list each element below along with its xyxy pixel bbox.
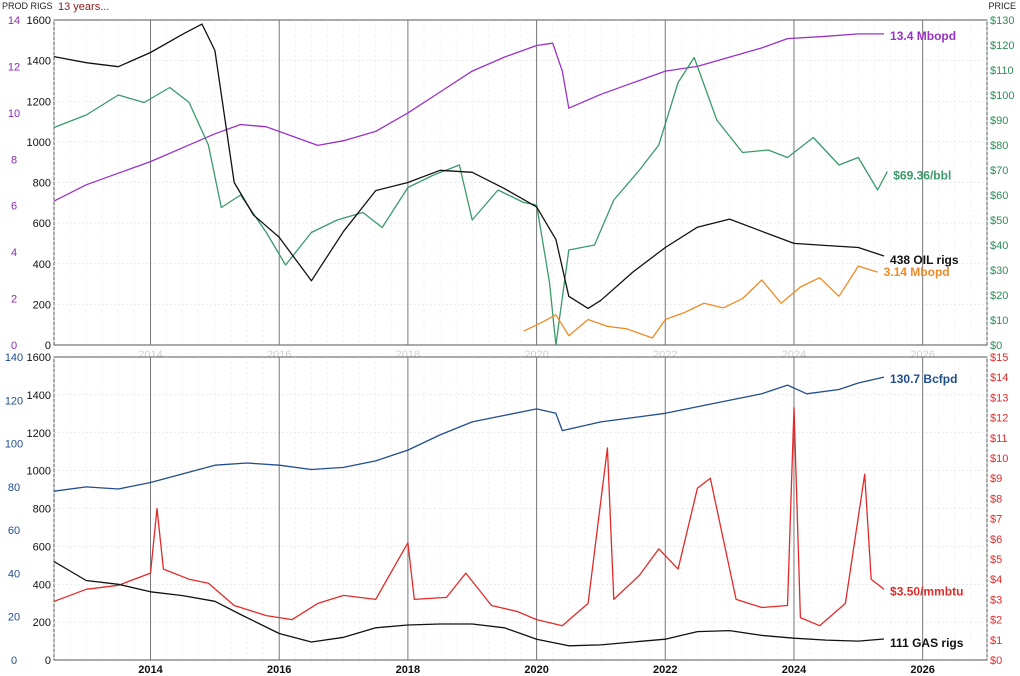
oil-price-tick: $130 <box>990 15 1014 27</box>
oil-price-tick: $20 <box>990 290 1008 302</box>
gas-price-tick: $13 <box>990 392 1008 404</box>
gas-year-tick: 2014 <box>138 664 163 676</box>
header-note: 13 years... <box>58 1 109 13</box>
gas-rig-tick: 0 <box>45 655 51 667</box>
gas-rig-tick: 600 <box>33 541 51 553</box>
oil-rig-tick: 1000 <box>27 137 51 149</box>
oil-price-tick: $40 <box>990 240 1008 252</box>
oil-price-tick: $70 <box>990 165 1008 177</box>
gas-year-tick: 2024 <box>782 664 807 676</box>
gas-price-tick: $10 <box>990 453 1008 465</box>
gas-price-tick: $11 <box>990 433 1008 445</box>
ngl-line <box>523 265 878 339</box>
oil-rig-tick: 800 <box>33 178 51 190</box>
gas-rig-tick: 1200 <box>27 428 51 440</box>
oil-price-tick: $60 <box>990 190 1008 202</box>
gas-price-tick: $7 <box>990 514 1002 526</box>
oil-price-tick: $120 <box>990 40 1014 52</box>
oil-rig-tick: 600 <box>33 218 51 230</box>
gas-price-tick: $8 <box>990 493 1002 505</box>
gas-prod-tick: 20 <box>8 612 20 624</box>
gas-rig-tick: 800 <box>33 504 51 516</box>
gas-price-tick: $15 <box>990 352 1008 364</box>
oil-price-tick: $90 <box>990 115 1008 127</box>
oil-price-label: $69.36/bbl <box>893 169 951 183</box>
gas-prod-line <box>54 376 885 492</box>
gas-price-tick: $9 <box>990 473 1002 485</box>
oil-price-tick: $0 <box>990 340 1002 352</box>
gas-prod-tick: 60 <box>8 525 20 537</box>
gas-price-tick: $12 <box>990 413 1008 425</box>
oil-prod-tick: 12 <box>8 61 20 73</box>
gas-rigs-line <box>54 560 885 647</box>
gas-year-tick: 2026 <box>910 664 934 676</box>
gas-price-tick: $2 <box>990 615 1002 627</box>
gas-prod-tick: 0 <box>11 655 17 667</box>
ngl-label: 3.14 Mbopd <box>884 265 950 279</box>
oil-price-tick: $10 <box>990 315 1008 327</box>
gas-price-line <box>54 406 885 627</box>
oil-prod-tick: 6 <box>11 201 17 213</box>
oil-prod-tick: 2 <box>11 294 17 306</box>
oil-price-tick: $100 <box>990 90 1014 102</box>
gas-price-tick: $5 <box>990 554 1002 566</box>
gas-rig-tick: 1600 <box>27 352 51 364</box>
gas-rig-tick: 200 <box>33 617 51 629</box>
oil-prod-line <box>54 33 884 202</box>
gas-price-tick: $14 <box>990 372 1008 384</box>
oil-rig-tick: 1200 <box>27 96 51 108</box>
oil-rig-tick: 0 <box>45 340 51 352</box>
oil-prod-tick: 8 <box>11 154 17 166</box>
oil-rig-tick: 1400 <box>27 56 51 68</box>
oil-rig-tick: 400 <box>33 259 51 271</box>
gas-prod-label: 130.7 Bcfpd <box>890 372 957 386</box>
gas-price-tick: $4 <box>990 574 1002 586</box>
gas-price-tick: $6 <box>990 534 1002 546</box>
gas-year-tick: 2022 <box>653 664 677 676</box>
oil-prod-label: 13.4 Mbopd <box>890 29 956 43</box>
oil-price-line <box>54 56 888 345</box>
gas-price-tick: $0 <box>990 655 1002 667</box>
oil-prod-tick: 14 <box>8 15 20 27</box>
oil-price-tick: $30 <box>990 265 1008 277</box>
gas-rig-tick: 400 <box>33 579 51 591</box>
oil-prod-tick: 4 <box>11 247 17 259</box>
gas-prod-tick: 100 <box>5 439 23 451</box>
oil-rig-tick: 1600 <box>27 15 51 27</box>
gas-rigs-label: 111 GAS rigs <box>890 636 964 650</box>
gas-rig-tick: 1000 <box>27 466 51 478</box>
oil-rigs-label: 438 OIL rigs <box>890 253 959 267</box>
oil-prod-tick: 10 <box>8 108 20 120</box>
oil-price-tick: $80 <box>990 140 1008 152</box>
left-axis-title: PROD RIGS <box>2 1 53 11</box>
gas-price-tick: $3 <box>990 594 1002 606</box>
oil-price-tick: $50 <box>990 215 1008 227</box>
gas-year-tick: 2016 <box>267 664 291 676</box>
oil-rig-tick: 200 <box>33 299 51 311</box>
gas-year-tick: 2018 <box>396 664 420 676</box>
gas-rig-tick: 1400 <box>27 390 51 402</box>
gas-prod-tick: 80 <box>8 482 20 494</box>
gas-prod-tick: 120 <box>5 395 23 407</box>
gas-prod-tick: 40 <box>8 568 20 580</box>
gas-prod-tick: 140 <box>5 352 23 364</box>
right-axis-title: PRICE <box>988 1 1016 11</box>
gas-price-label: $3.50/mmbtu <box>890 584 963 598</box>
gas-year-tick: 2020 <box>524 664 548 676</box>
oil-prod-tick: 0 <box>11 340 17 352</box>
gas-price-tick: $1 <box>990 635 1002 647</box>
oil-price-tick: $110 <box>990 65 1014 77</box>
oil-rigs-line <box>54 23 885 310</box>
